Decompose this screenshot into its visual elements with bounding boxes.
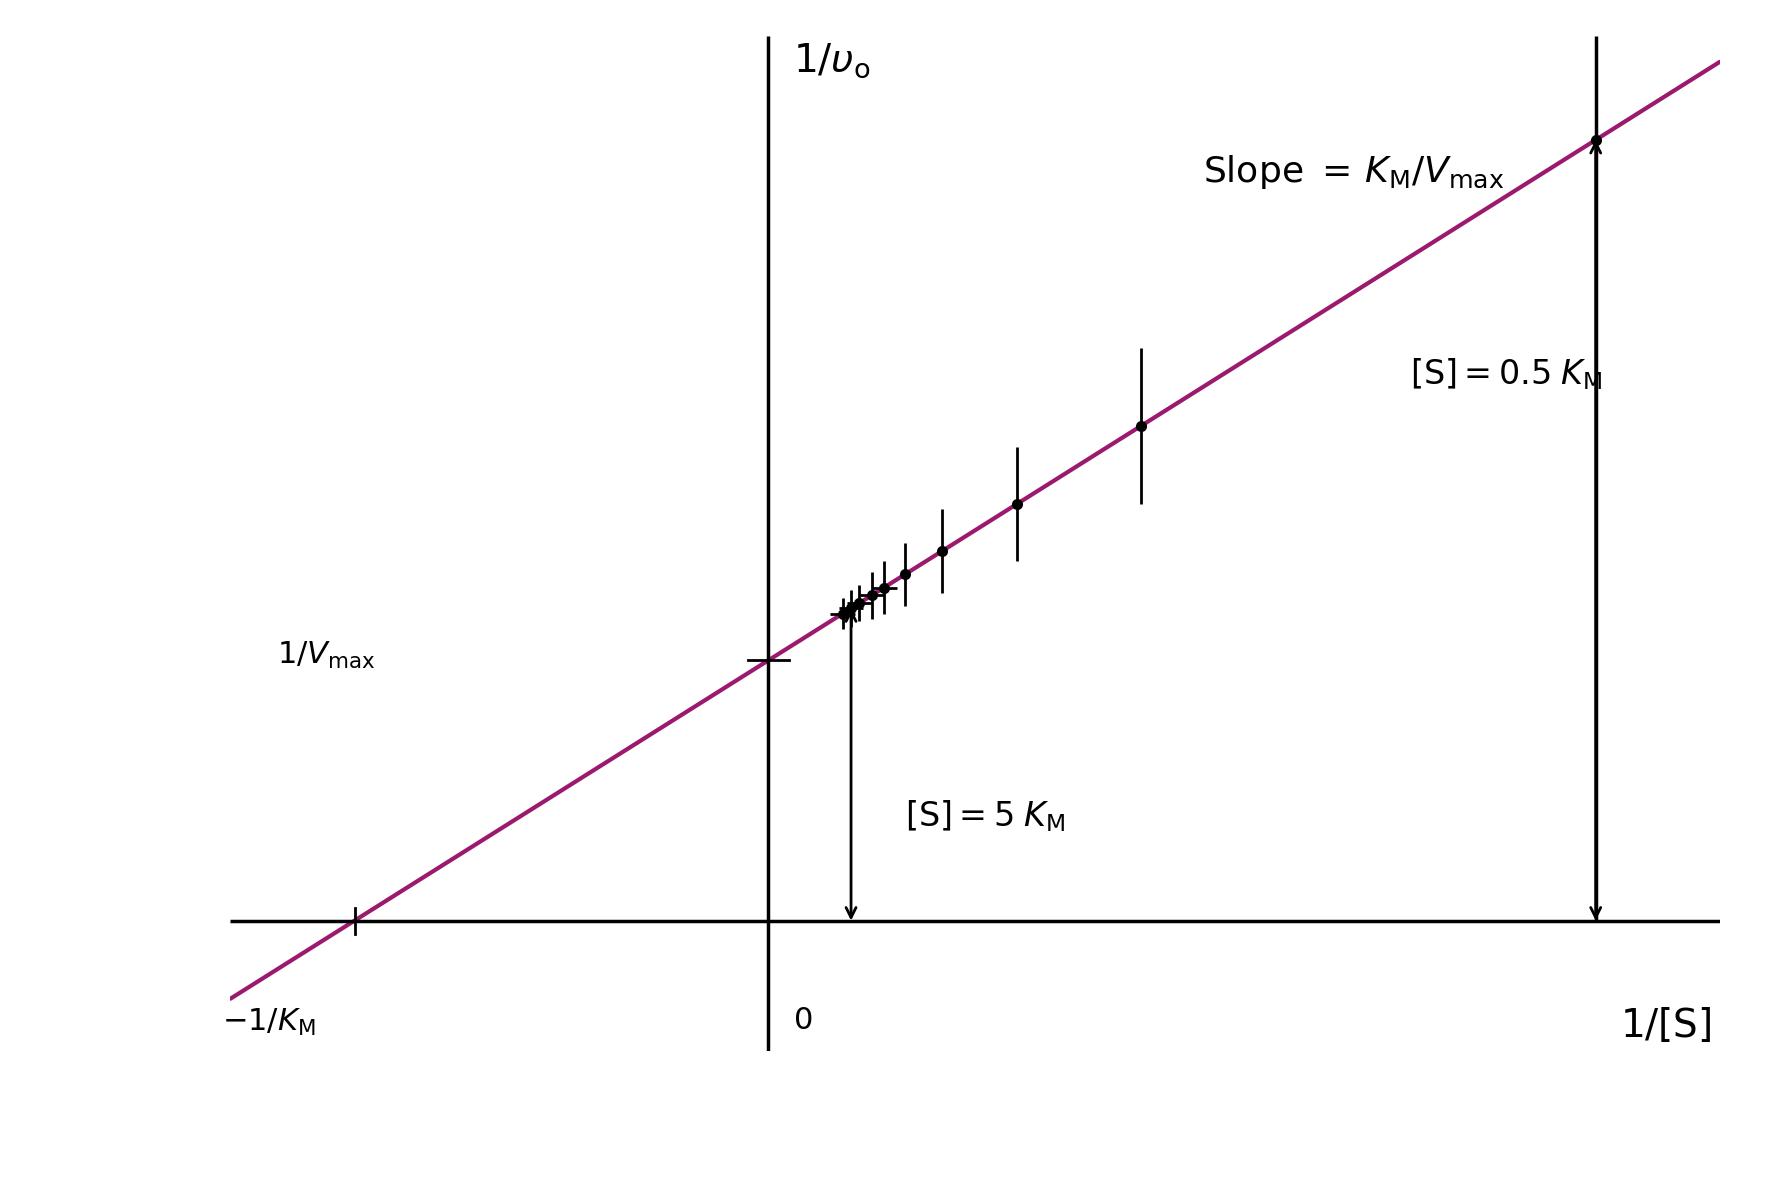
Text: $0$: $0$ — [793, 1007, 812, 1035]
Text: $[\mathrm{S}] = 5\;K_{\rm M}$: $[\mathrm{S}] = 5\;K_{\rm M}$ — [904, 799, 1066, 833]
Text: $1/\upsilon_{\rm o}$: $1/\upsilon_{\rm o}$ — [793, 41, 871, 80]
Text: $1/V_{\rm max}$: $1/V_{\rm max}$ — [277, 640, 376, 671]
Text: $-1/K_{\rm M}$: $-1/K_{\rm M}$ — [222, 1007, 316, 1038]
Text: $[\mathrm{S}] = 0.5\;K_{\rm M}$: $[\mathrm{S}] = 0.5\;K_{\rm M}$ — [1410, 356, 1601, 392]
Text: Slope $= \,K_{\rm M}/V_{\rm max}$: Slope $= \,K_{\rm M}/V_{\rm max}$ — [1202, 153, 1504, 191]
Text: $1/[\mathrm{S}]$: $1/[\mathrm{S}]$ — [1621, 1007, 1711, 1046]
